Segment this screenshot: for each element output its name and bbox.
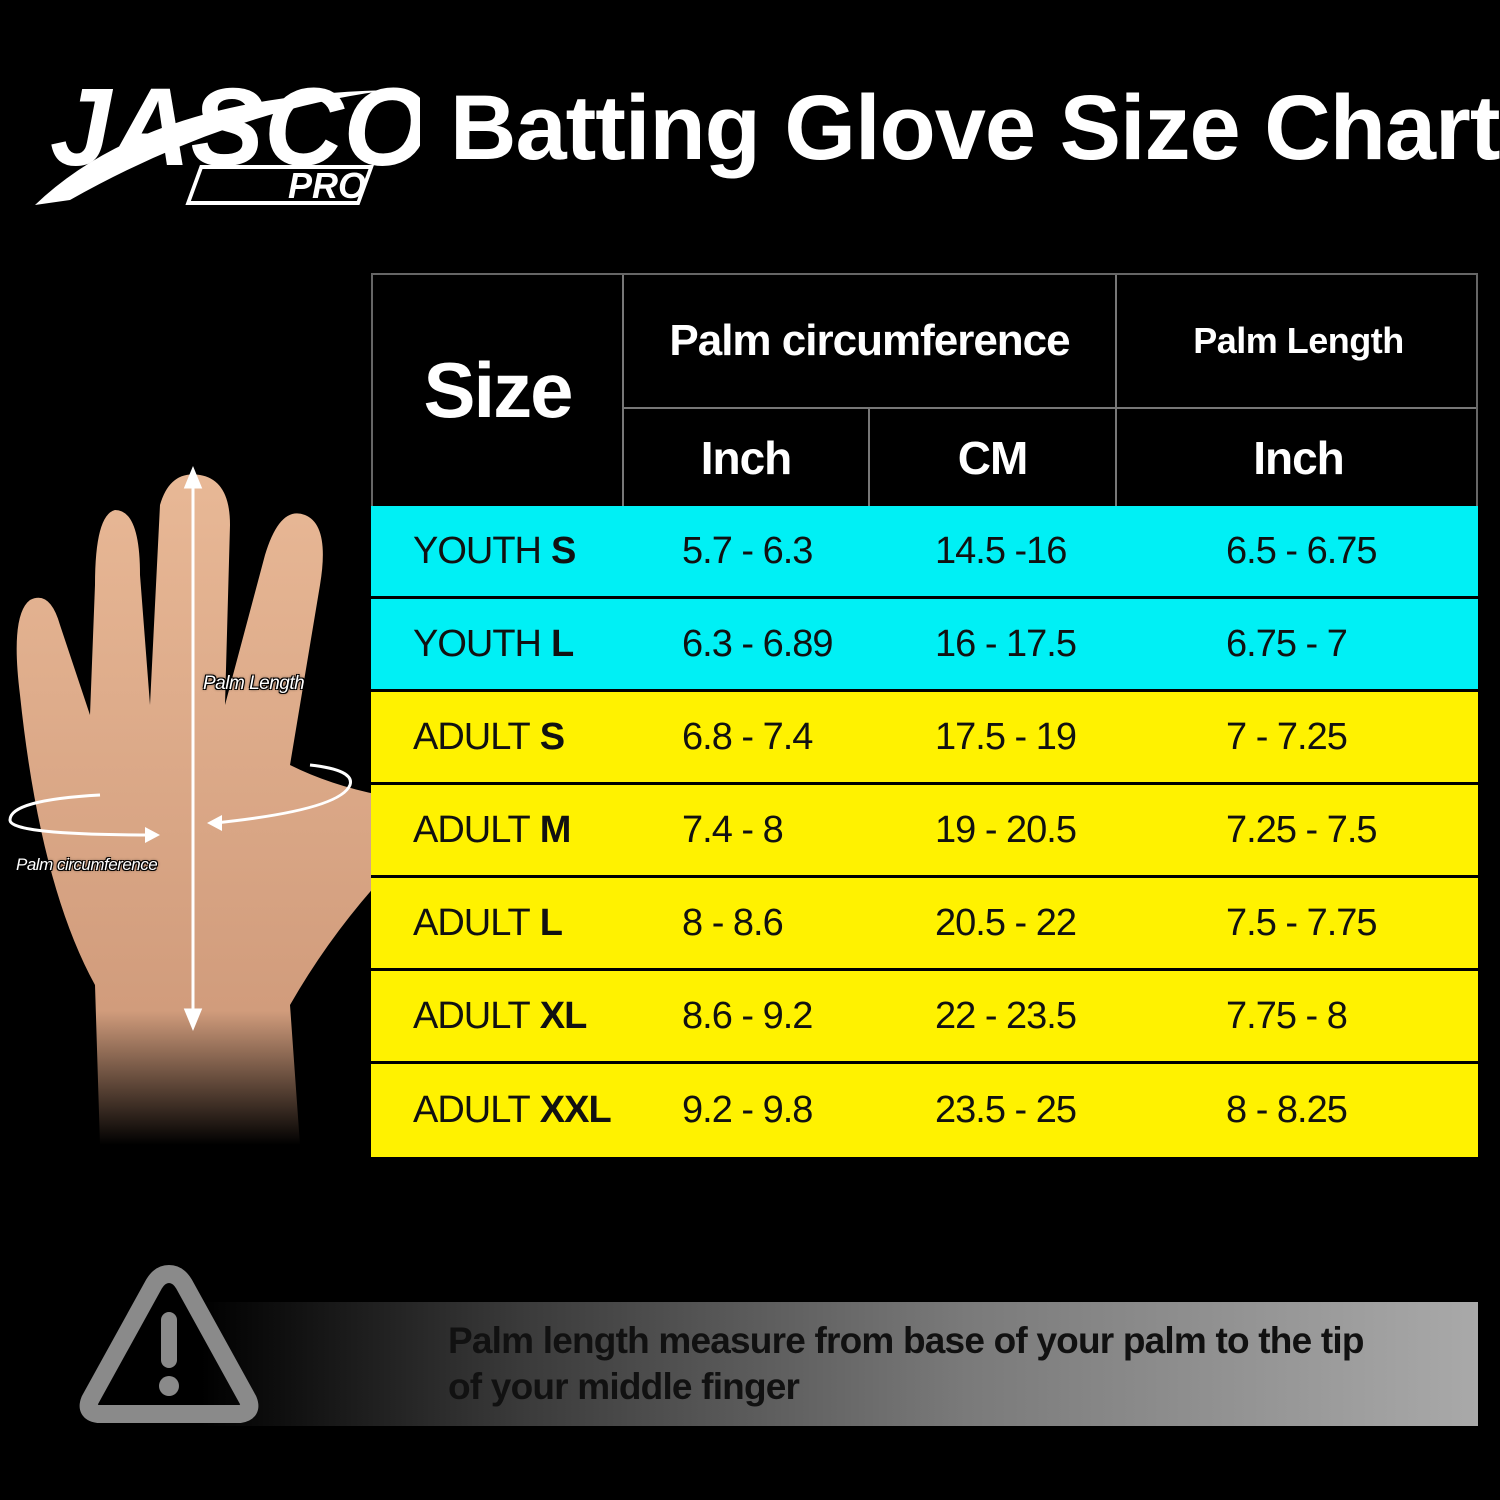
table-row: ADULT S 6.8 - 7.4 17.5 - 19 7 - 7.25	[371, 692, 1478, 785]
table-row: ADULT M 7.4 - 8 19 - 20.5 7.25 - 7.5	[371, 785, 1478, 878]
note-text: Palm length measure from base of your pa…	[448, 1318, 1448, 1410]
header-inch: Inch	[700, 431, 793, 484]
size-code: S	[539, 715, 565, 758]
header-cm: CM	[957, 431, 1029, 484]
palm-circ-cm: 20.5 - 22	[935, 901, 1077, 944]
palm-circ-cm: 23.5 - 25	[935, 1089, 1077, 1131]
palm-length-inch: 7.75 - 8	[1226, 994, 1348, 1037]
size-code: L	[551, 622, 574, 665]
table-row: YOUTH S 5.7 - 6.3 14.5 -16 6.5 - 6.75	[371, 506, 1478, 599]
size-group: YOUTH	[413, 622, 542, 665]
size-group: YOUTH	[413, 529, 542, 572]
palm-length-inch: 6.75 - 7	[1226, 622, 1348, 665]
size-table: Size Palm circumference Palm Length Inch…	[371, 273, 1478, 1157]
hand-illustration: Palm Length Palm circumference	[0, 465, 500, 1155]
palm-circ-cm: 19 - 20.5	[935, 808, 1077, 851]
palm-circumference-ring	[8, 763, 352, 837]
table-row: ADULT XL 8.6 - 9.2 22 - 23.5 7.75 - 8	[371, 971, 1478, 1064]
note-line-1: Palm length measure from base of your pa…	[448, 1320, 1364, 1361]
warning-icon	[78, 1262, 260, 1426]
brand-logo: JASCO PRO	[30, 55, 429, 215]
palm-length-inch: 7.5 - 7.75	[1226, 901, 1378, 944]
palm-length-label: Palm Length	[203, 673, 305, 694]
size-group: ADULT	[413, 808, 531, 851]
header-size: Size	[423, 346, 573, 434]
size-code: XL	[539, 994, 588, 1037]
palm-circ-inch: 8.6 - 9.2	[682, 994, 813, 1037]
palm-circ-cm: 22 - 23.5	[935, 994, 1077, 1037]
size-code: S	[551, 529, 576, 572]
palm-circumference-label: Palm circumference	[16, 855, 158, 874]
palm-circ-inch: 6.8 - 7.4	[682, 715, 813, 758]
note-line-2: of your middle finger	[448, 1366, 800, 1407]
table-row: YOUTH L 6.3 - 6.89 16 - 17.5 6.75 - 7	[371, 599, 1478, 692]
size-code: M	[539, 808, 572, 851]
header-palm-circumference: Palm circumference	[669, 316, 1070, 365]
table-row: ADULT L 8 - 8.6 20.5 - 22 7.5 - 7.75	[371, 878, 1478, 971]
size-group: ADULT	[413, 901, 531, 944]
hand-shape	[16, 474, 471, 1145]
size-code: L	[539, 901, 563, 944]
header-palm-length: Palm Length	[1193, 320, 1404, 361]
size-code: XXL	[539, 1089, 612, 1131]
palm-circ-cm: 17.5 - 19	[935, 715, 1077, 758]
palm-length-inch: 7.25 - 7.5	[1226, 808, 1378, 851]
palm-length-arrow	[183, 466, 203, 1031]
palm-length-inch: 6.5 - 6.75	[1226, 529, 1378, 572]
page-title: Batting Glove Size Chart	[450, 77, 1500, 179]
palm-circ-inch: 6.3 - 6.89	[682, 622, 834, 665]
table-header: Size Palm circumference Palm Length Inch…	[371, 273, 1478, 506]
brand-name-bottom: PRO	[288, 165, 366, 206]
palm-circ-cm: 16 - 17.5	[935, 622, 1077, 665]
palm-length-inch: 7 - 7.25	[1226, 715, 1348, 758]
palm-circ-inch: 8 - 8.6	[682, 901, 784, 944]
size-group: ADULT	[413, 715, 531, 758]
size-group: ADULT	[413, 994, 531, 1037]
palm-length-inch: 8 - 8.25	[1226, 1089, 1348, 1131]
palm-circ-cm: 14.5 -16	[935, 529, 1067, 572]
palm-circ-inch: 9.2 - 9.8	[682, 1089, 813, 1131]
palm-circ-inch: 7.4 - 8	[682, 808, 784, 851]
header-length-inch: Inch	[1253, 431, 1345, 484]
table-row: ADULT XXL 9.2 - 9.8 23.5 - 25 8 - 8.25	[371, 1064, 1478, 1157]
palm-circ-inch: 5.7 - 6.3	[682, 529, 813, 572]
size-group: ADULT	[413, 1089, 531, 1131]
brand-logo-graphic: JASCO PRO	[35, 66, 429, 206]
note-bar	[200, 1302, 1478, 1426]
